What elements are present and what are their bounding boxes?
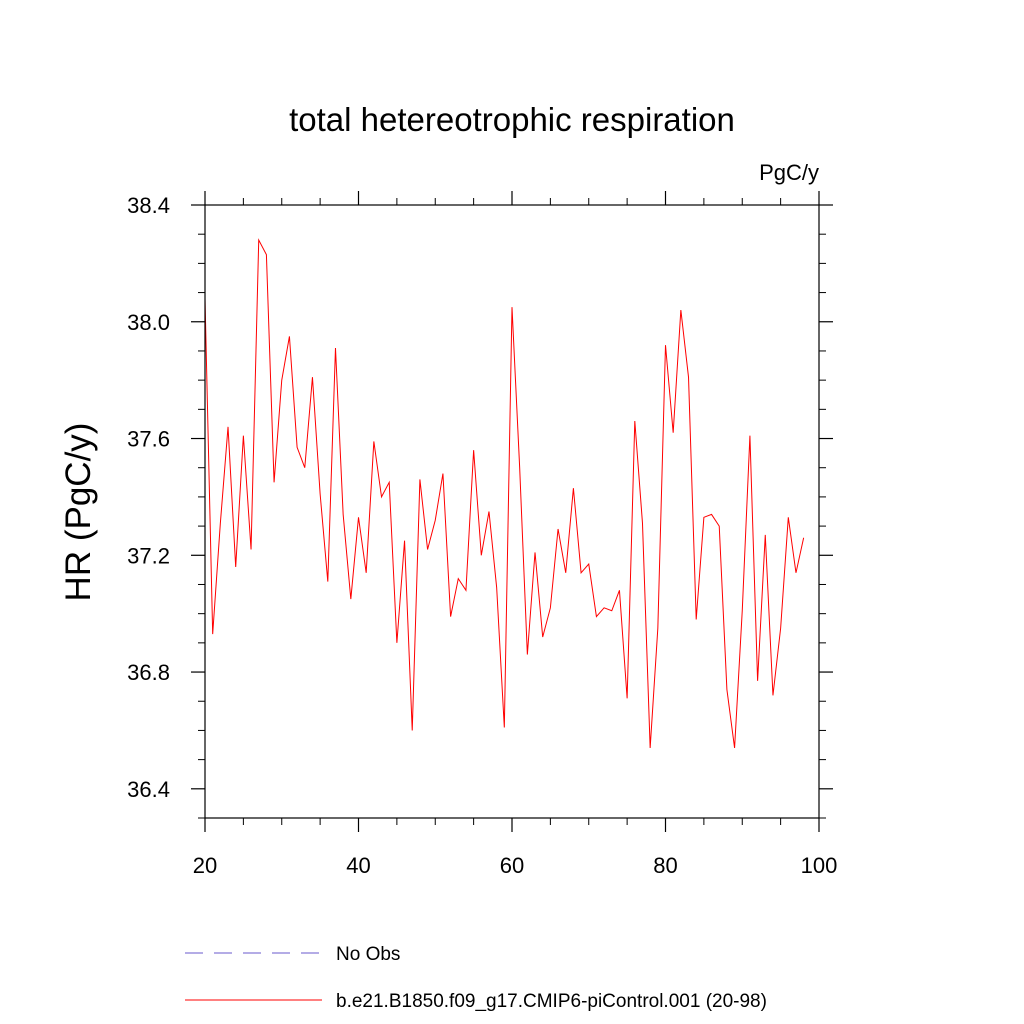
y-tick-label: 38.0 [127, 310, 170, 335]
series-line-0 [204, 238, 805, 749]
x-tick-label: 40 [346, 853, 370, 878]
chart-title: total hetereotrophic respiration [289, 101, 735, 138]
y-tick-label: 38.4 [127, 193, 170, 218]
x-tick-label: 60 [500, 853, 524, 878]
y-tick-label: 37.6 [127, 427, 170, 452]
tick-labels: 20 40 60 80 100 36.4 36.8 37.2 37.6 38.0 38.4 [127, 193, 837, 878]
y-tick-label: 37.2 [127, 543, 170, 568]
axis-ticks [191, 191, 833, 832]
x-tick-label: 20 [193, 853, 217, 878]
series-layer [204, 238, 805, 749]
plot-frame [204, 204, 820, 819]
y-tick-label: 36.8 [127, 660, 170, 685]
legend: No Obs b.e21.B1850.f09_g17.CMIP6-piContr… [185, 944, 767, 1012]
legend-label-no-obs: No Obs [336, 944, 400, 965]
x-tick-label: 80 [653, 853, 677, 878]
y-axis-label: HR (PgC/y) [59, 423, 98, 602]
legend-label-series: b.e21.B1850.f09_g17.CMIP6-piControl.001 … [336, 991, 767, 1012]
units-label: PgC/y [759, 160, 819, 185]
x-tick-label: 100 [801, 853, 838, 878]
y-tick-label: 36.4 [127, 777, 170, 802]
